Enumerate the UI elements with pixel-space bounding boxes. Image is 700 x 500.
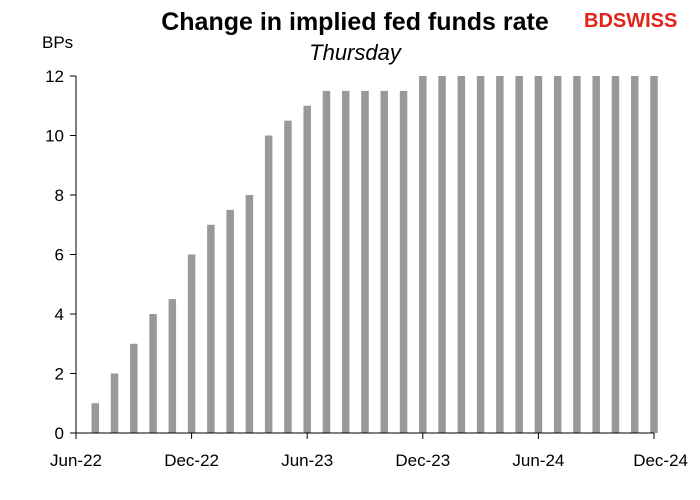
x-axis: Jun-22 Dec-22 Jun-23 Dec-23 Jun-24 Dec-24 bbox=[50, 432, 688, 470]
bar-jan-23 bbox=[207, 224, 215, 433]
chart-title: Change in implied fed funds rate bbox=[161, 8, 549, 36]
logo-bd-text: BD bbox=[584, 10, 613, 32]
bar-feb-23 bbox=[226, 209, 234, 434]
x-tick-label-dec-23: Dec-23 bbox=[395, 451, 450, 470]
bar-may-23 bbox=[284, 120, 292, 434]
bar-aug-22 bbox=[110, 373, 119, 433]
bar-oct-24 bbox=[611, 76, 620, 433]
bar-nov-23 bbox=[399, 90, 408, 434]
y-tick-label-2: 2 bbox=[55, 365, 64, 384]
bar-mar-23 bbox=[245, 195, 254, 433]
bar-jan-24 bbox=[438, 76, 446, 433]
bar-oct-23 bbox=[380, 90, 389, 434]
brand-logo: BDSWISS bbox=[584, 10, 677, 32]
y-tick-label-12: 12 bbox=[45, 67, 64, 86]
bar-jun-23 bbox=[303, 105, 311, 433]
bar-dec-22 bbox=[187, 254, 196, 433]
svg-text:BDSWISS: BDSWISS bbox=[584, 10, 677, 32]
chart-subtitle: Thursday bbox=[309, 40, 403, 65]
x-tick-label-dec-24: Dec-24 bbox=[633, 451, 688, 470]
bar-apr-23 bbox=[264, 135, 273, 433]
y-tick-label-4: 4 bbox=[55, 305, 64, 324]
bar-feb-24 bbox=[457, 76, 466, 433]
bar-aug-23 bbox=[341, 90, 350, 434]
bar-jul-23 bbox=[322, 90, 331, 434]
y-tick-label-6: 6 bbox=[55, 246, 64, 265]
bar-may-24 bbox=[515, 76, 523, 433]
bar-oct-22 bbox=[149, 314, 157, 433]
x-tick-label-dec-22: Dec-22 bbox=[164, 451, 219, 470]
x-tick-label-jun-24: Jun-24 bbox=[512, 451, 564, 470]
bar-jul-22 bbox=[91, 403, 100, 433]
bar-mar-24 bbox=[476, 76, 485, 433]
y-tick-label-10: 10 bbox=[45, 127, 64, 146]
bar-aug-24 bbox=[573, 76, 581, 433]
bar-sep-23 bbox=[361, 90, 369, 434]
y-tick-label-0: 0 bbox=[55, 424, 64, 443]
bar-apr-24 bbox=[496, 76, 504, 433]
y-axis: 0 2 4 6 8 10 12 bbox=[45, 67, 77, 443]
y-tick-label-8: 8 bbox=[55, 186, 64, 205]
bar-jun-24 bbox=[534, 76, 543, 433]
bar-dec-23 bbox=[419, 76, 427, 433]
bars-group bbox=[91, 76, 658, 434]
bar-nov-24 bbox=[630, 76, 639, 433]
y-axis-label: BPs bbox=[42, 33, 73, 52]
x-tick-label-jun-23: Jun-23 bbox=[281, 451, 333, 470]
bar-nov-22 bbox=[168, 299, 177, 434]
logo-swiss-text: SWISS bbox=[613, 10, 677, 32]
x-tick-label-jun-22: Jun-22 bbox=[50, 451, 102, 470]
bar-sep-24 bbox=[592, 76, 600, 433]
bar-dec-24 bbox=[650, 76, 658, 433]
bar-jul-24 bbox=[553, 76, 562, 433]
bar-sep-22 bbox=[130, 343, 138, 433]
